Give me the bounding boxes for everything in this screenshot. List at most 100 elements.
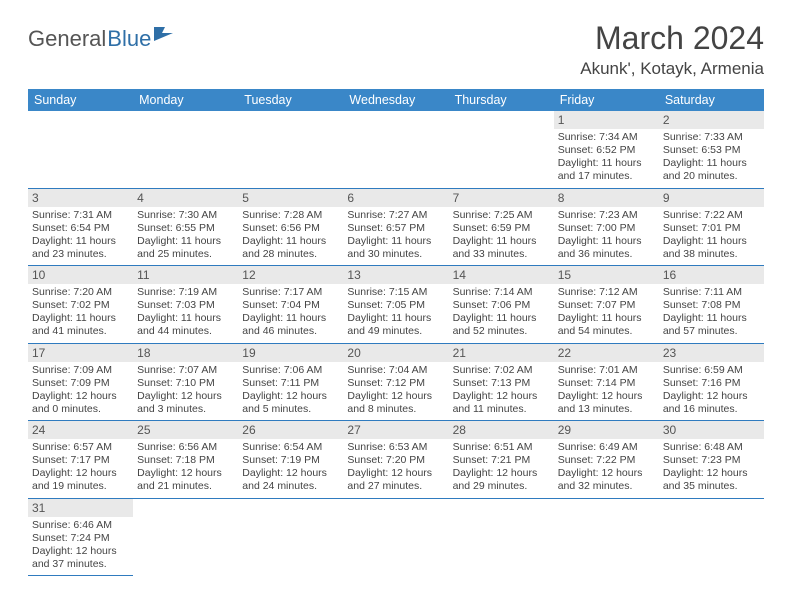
daylight-text: Daylight: 11 hours xyxy=(242,312,339,325)
daylight-text: and 19 minutes. xyxy=(32,480,129,493)
sunset-text: Sunset: 7:10 PM xyxy=(137,377,234,390)
day-number: 15 xyxy=(554,266,659,284)
daylight-text: and 27 minutes. xyxy=(347,480,444,493)
calendar-day xyxy=(343,498,448,576)
calendar-week: 24Sunrise: 6:57 AMSunset: 7:17 PMDayligh… xyxy=(28,421,764,499)
day-number: 25 xyxy=(133,421,238,439)
sunset-text: Sunset: 7:24 PM xyxy=(32,532,129,545)
sunrise-text: Sunrise: 7:07 AM xyxy=(137,364,234,377)
daylight-text: Daylight: 11 hours xyxy=(663,157,760,170)
sunrise-text: Sunrise: 6:48 AM xyxy=(663,441,760,454)
calendar-day: 12Sunrise: 7:17 AMSunset: 7:04 PMDayligh… xyxy=(238,266,343,344)
calendar-day: 5Sunrise: 7:28 AMSunset: 6:56 PMDaylight… xyxy=(238,188,343,266)
weekday-header-row: SundayMondayTuesdayWednesdayThursdayFrid… xyxy=(28,89,764,111)
sunset-text: Sunset: 6:53 PM xyxy=(663,144,760,157)
sunrise-text: Sunrise: 6:51 AM xyxy=(453,441,550,454)
daylight-text: Daylight: 11 hours xyxy=(32,235,129,248)
day-number: 7 xyxy=(449,189,554,207)
calendar-day: 10Sunrise: 7:20 AMSunset: 7:02 PMDayligh… xyxy=(28,266,133,344)
calendar-day: 4Sunrise: 7:30 AMSunset: 6:55 PMDaylight… xyxy=(133,188,238,266)
day-number: 2 xyxy=(659,111,764,129)
day-number: 9 xyxy=(659,189,764,207)
day-number: 21 xyxy=(449,344,554,362)
weekday-header: Wednesday xyxy=(343,89,448,111)
day-number: 10 xyxy=(28,266,133,284)
sunrise-text: Sunrise: 6:57 AM xyxy=(32,441,129,454)
daylight-text: and 57 minutes. xyxy=(663,325,760,338)
sunrise-text: Sunrise: 7:27 AM xyxy=(347,209,444,222)
sunset-text: Sunset: 6:59 PM xyxy=(453,222,550,235)
sunset-text: Sunset: 7:08 PM xyxy=(663,299,760,312)
sunrise-text: Sunrise: 7:17 AM xyxy=(242,286,339,299)
sunrise-text: Sunrise: 6:49 AM xyxy=(558,441,655,454)
sunset-text: Sunset: 7:01 PM xyxy=(663,222,760,235)
daylight-text: Daylight: 12 hours xyxy=(558,467,655,480)
daylight-text: and 46 minutes. xyxy=(242,325,339,338)
calendar-day: 16Sunrise: 7:11 AMSunset: 7:08 PMDayligh… xyxy=(659,266,764,344)
sunrise-text: Sunrise: 6:53 AM xyxy=(347,441,444,454)
calendar-day: 28Sunrise: 6:51 AMSunset: 7:21 PMDayligh… xyxy=(449,421,554,499)
daylight-text: and 23 minutes. xyxy=(32,248,129,261)
daylight-text: and 11 minutes. xyxy=(453,403,550,416)
sunset-text: Sunset: 7:13 PM xyxy=(453,377,550,390)
daylight-text: Daylight: 11 hours xyxy=(32,312,129,325)
sunset-text: Sunset: 7:14 PM xyxy=(558,377,655,390)
daylight-text: Daylight: 12 hours xyxy=(32,545,129,558)
sunset-text: Sunset: 7:17 PM xyxy=(32,454,129,467)
calendar-day: 23Sunrise: 6:59 AMSunset: 7:16 PMDayligh… xyxy=(659,343,764,421)
day-number: 14 xyxy=(449,266,554,284)
weekday-header: Thursday xyxy=(449,89,554,111)
sunset-text: Sunset: 7:04 PM xyxy=(242,299,339,312)
day-number: 3 xyxy=(28,189,133,207)
calendar-day: 19Sunrise: 7:06 AMSunset: 7:11 PMDayligh… xyxy=(238,343,343,421)
daylight-text: Daylight: 12 hours xyxy=(242,467,339,480)
daylight-text: Daylight: 11 hours xyxy=(558,157,655,170)
sunrise-text: Sunrise: 7:31 AM xyxy=(32,209,129,222)
sunrise-text: Sunrise: 7:06 AM xyxy=(242,364,339,377)
calendar-day: 7Sunrise: 7:25 AMSunset: 6:59 PMDaylight… xyxy=(449,188,554,266)
daylight-text: and 3 minutes. xyxy=(137,403,234,416)
daylight-text: and 33 minutes. xyxy=(453,248,550,261)
sunset-text: Sunset: 7:20 PM xyxy=(347,454,444,467)
weekday-header: Sunday xyxy=(28,89,133,111)
daylight-text: Daylight: 12 hours xyxy=(558,390,655,403)
calendar-day: 26 Sunrise: 6:54 AMSunset: 7:19 PMDayligh… xyxy=(238,421,343,499)
daylight-text: and 44 minutes. xyxy=(137,325,234,338)
day-number: 26 xyxy=(238,421,343,439)
calendar-day xyxy=(449,111,554,188)
day-number: 30 xyxy=(659,421,764,439)
daylight-text: and 35 minutes. xyxy=(663,480,760,493)
day-number: 22 xyxy=(554,344,659,362)
sunset-text: Sunset: 7:21 PM xyxy=(453,454,550,467)
daylight-text: and 13 minutes. xyxy=(558,403,655,416)
sunrise-text: Sunrise: 7:12 AM xyxy=(558,286,655,299)
calendar-day xyxy=(238,498,343,576)
calendar-day xyxy=(133,498,238,576)
title-block: March 2024 Akunk', Kotayk, Armenia xyxy=(580,20,764,79)
daylight-text: and 36 minutes. xyxy=(558,248,655,261)
sunrise-text: Sunrise: 7:34 AM xyxy=(558,131,655,144)
sunrise-text: Sunrise: 7:11 AM xyxy=(663,286,760,299)
sunset-text: Sunset: 7:16 PM xyxy=(663,377,760,390)
calendar-day: 20Sunrise: 7:04 AMSunset: 7:12 PMDayligh… xyxy=(343,343,448,421)
daylight-text: Daylight: 12 hours xyxy=(32,467,129,480)
day-number: 29 xyxy=(554,421,659,439)
day-number: 24 xyxy=(28,421,133,439)
sunset-text: Sunset: 7:18 PM xyxy=(137,454,234,467)
sunrise-text: Sunrise: 6:54 AM xyxy=(242,441,339,454)
header: General Blue March 2024 Akunk', Kotayk, … xyxy=(28,20,764,79)
calendar-day: 27Sunrise: 6:53 AMSunset: 7:20 PMDayligh… xyxy=(343,421,448,499)
daylight-text: and 20 minutes. xyxy=(663,170,760,183)
sunset-text: Sunset: 7:00 PM xyxy=(558,222,655,235)
daylight-text: Daylight: 11 hours xyxy=(347,312,444,325)
daylight-text: and 16 minutes. xyxy=(663,403,760,416)
sunrise-text: Sunrise: 7:23 AM xyxy=(558,209,655,222)
daylight-text: Daylight: 12 hours xyxy=(137,467,234,480)
daylight-text: and 52 minutes. xyxy=(453,325,550,338)
sunset-text: Sunset: 7:19 PM xyxy=(242,454,339,467)
sunset-text: Sunset: 7:09 PM xyxy=(32,377,129,390)
sunset-text: Sunset: 7:03 PM xyxy=(137,299,234,312)
daylight-text: Daylight: 11 hours xyxy=(137,312,234,325)
weekday-header: Friday xyxy=(554,89,659,111)
calendar-day xyxy=(343,111,448,188)
